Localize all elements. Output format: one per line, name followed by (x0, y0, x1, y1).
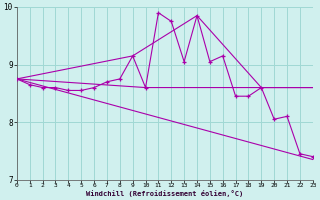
X-axis label: Windchill (Refroidissement éolien,°C): Windchill (Refroidissement éolien,°C) (86, 190, 244, 197)
